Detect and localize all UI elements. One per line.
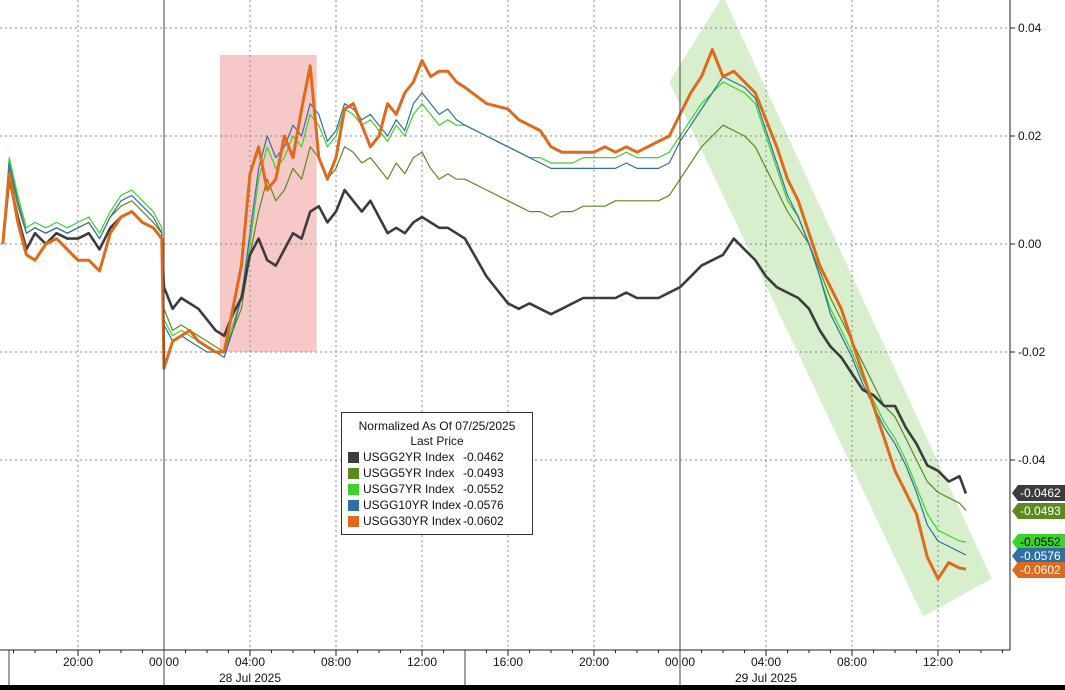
series-layer [1, 48, 968, 581]
legend-series-value: -0.0602 [463, 513, 504, 528]
date-label: 29 Jul 2025 [735, 671, 797, 685]
last-price-tag-usgg2yr: -0.0462 [1012, 485, 1065, 501]
y-tick-label: 0.02 [1018, 129, 1042, 143]
x-tick-label: 04:00 [235, 655, 265, 669]
last-price-tag-bg [1012, 485, 1065, 501]
legend-item-usgg10yr: USGG10YR Index -0.0576 [348, 497, 526, 513]
x-tick-label: 04:00 [751, 655, 781, 669]
series-line-usgg30yr [1, 48, 967, 581]
last-price-tag-bg [1012, 562, 1065, 578]
y-tick-label: 0.00 [1018, 237, 1042, 251]
y-tick-label: 0.04 [1018, 21, 1042, 35]
legend-subtitle: Last Price [410, 434, 464, 448]
legend-title: Normalized As Of 07/25/2025 [358, 419, 516, 433]
legend: Normalized As Of 07/25/2025 Last Price U… [341, 412, 533, 535]
date-label: 28 Jul 2025 [219, 671, 281, 685]
legend-series-name: USGG5YR Index [363, 465, 455, 480]
x-tick-label: 12:00 [923, 655, 953, 669]
last-price-tag-label: -0.0462 [1020, 486, 1061, 500]
legend-item-usgg2yr: USGG2YR Index -0.0462 [348, 449, 526, 465]
last-price-tag-bg [1012, 503, 1065, 519]
legend-series-value: -0.0462 [463, 449, 504, 464]
last-price-tag-usgg7yr: -0.0552 [1012, 534, 1065, 550]
x-tick-label: 20:00 [579, 655, 609, 669]
legend-series-value: -0.0493 [463, 465, 504, 480]
legend-item-usgg30yr: USGG30YR Index -0.0602 [348, 513, 526, 529]
legend-swatch [348, 467, 359, 479]
last-price-tag-label: -0.0493 [1020, 504, 1061, 518]
last-price-tag-label: -0.0576 [1020, 549, 1061, 563]
legend-series-name: USGG10YR Index [363, 497, 462, 512]
legend-swatch [348, 499, 359, 511]
last-price-tag-usgg10yr: -0.0576 [1012, 548, 1065, 564]
legend-swatch [348, 451, 359, 463]
x-tick-label: 08:00 [837, 655, 867, 669]
legend-swatch [348, 515, 359, 527]
y-tick-label: -0.04 [1018, 453, 1046, 467]
legend-series-name: USGG7YR Index [363, 481, 455, 496]
last-price-tag-layer: -0.0462 -0.0493 -0.0552-0.0576-0.0602 [1012, 485, 1065, 578]
last-price-tag-usgg30yr: -0.0602 [1012, 562, 1065, 578]
legend-item-usgg7yr: USGG7YR Index -0.0552 [348, 481, 526, 497]
red-shade-highlight [219, 55, 317, 352]
x-tick-label: 12:00 [407, 655, 437, 669]
last-price-tag-label: -0.0602 [1020, 563, 1061, 577]
legend-series-value: -0.0552 [463, 481, 504, 496]
last-price-tag-bg [1012, 534, 1065, 550]
legend-swatch [348, 483, 359, 495]
legend-series-name: USGG2YR Index [363, 449, 455, 464]
y-tick-label: -0.02 [1018, 345, 1046, 359]
x-tick-label: 20:00 [63, 655, 93, 669]
legend-item-usgg5yr: USGG5YR Index -0.0493 [348, 465, 526, 481]
last-price-tag-label: -0.0552 [1020, 535, 1061, 549]
x-tick-label: 16:00 [493, 655, 523, 669]
last-price-tag-usgg5yr: -0.0493 [1012, 503, 1065, 519]
legend-series-value: -0.0576 [463, 497, 504, 512]
x-tick-label: 08:00 [321, 655, 351, 669]
legend-series-name: USGG30YR Index [363, 513, 462, 528]
last-price-tag-bg [1012, 548, 1065, 564]
